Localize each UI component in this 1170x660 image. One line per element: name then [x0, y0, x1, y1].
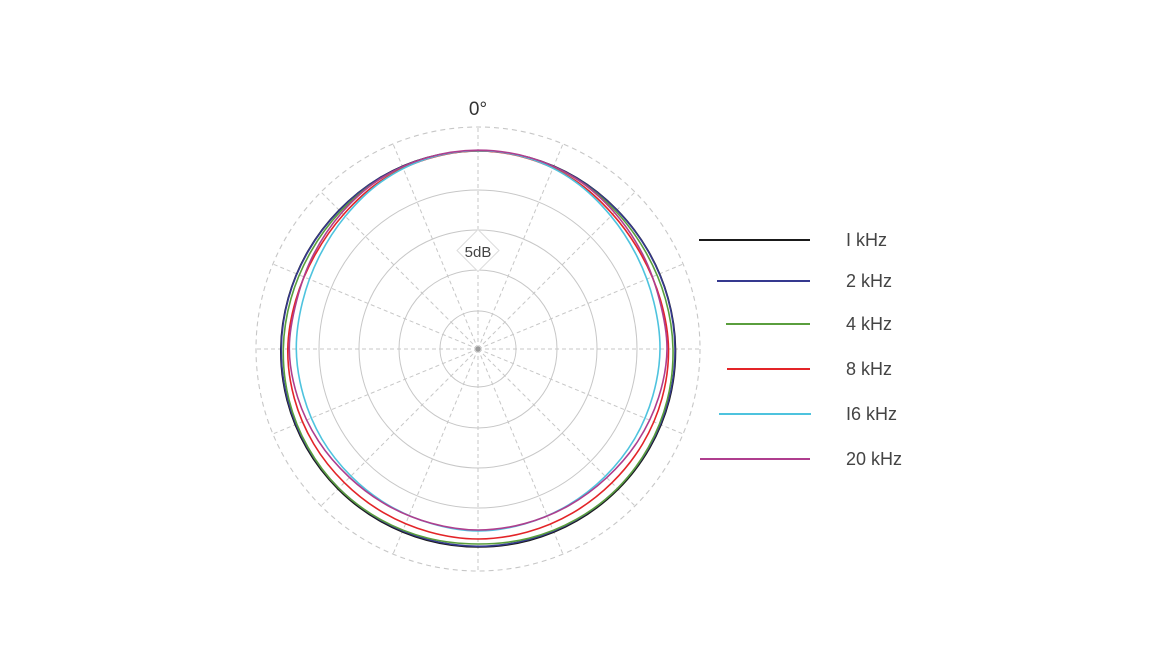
- svg-text:2 kHz: 2 kHz: [846, 271, 892, 291]
- svg-text:I6 kHz: I6 kHz: [846, 404, 897, 424]
- svg-text:5dB: 5dB: [465, 244, 492, 261]
- svg-text:0°: 0°: [469, 99, 487, 120]
- svg-text:4 kHz: 4 kHz: [846, 314, 892, 334]
- svg-text:20 kHz: 20 kHz: [846, 449, 902, 469]
- svg-text:8 kHz: 8 kHz: [846, 359, 892, 379]
- svg-text:I kHz: I kHz: [846, 230, 887, 250]
